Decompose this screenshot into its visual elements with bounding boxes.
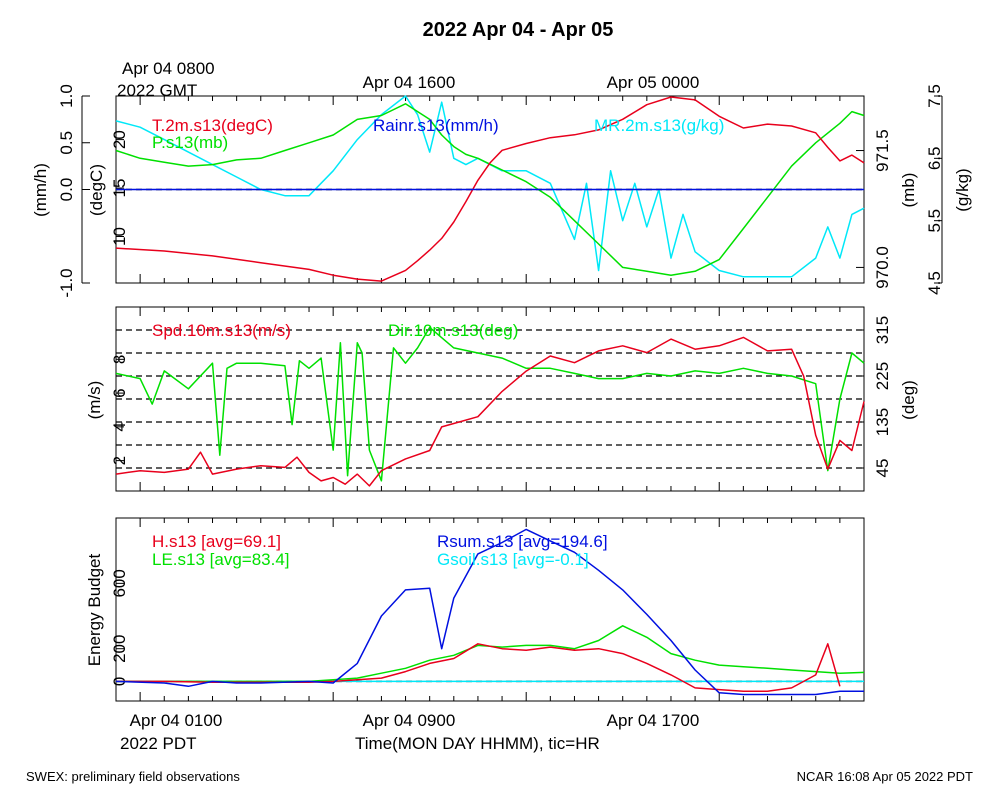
panel-2-left-tick-label: 2	[110, 456, 129, 465]
panel-1-legend-red: T.2m.s13(degC)	[152, 116, 273, 135]
panel-1-right-inner-label: (mb)	[899, 173, 918, 208]
panel-2-right-tick-label: 135	[873, 408, 892, 436]
panel-1-right-inner-tick-label: 970.0	[873, 246, 892, 289]
panel-2-left-tick-label: 8	[110, 355, 129, 364]
panel-1-left-outer-tick-label: -1.0	[57, 268, 76, 297]
top-left-zone-label: 2022 GMT	[117, 81, 197, 100]
panel-3-legend-red: H.s13 [avg=69.1]	[152, 532, 281, 551]
panel-3-series-green	[116, 625, 865, 683]
panel-1-right-outer-tick-label: 6.5	[925, 147, 944, 171]
panel-1: 1.0 0.5 0.0 -1.0 (mm/h) 20 15 10(degC) 971.5 970.…	[31, 84, 972, 297]
panel-1-right-outer-tick-label: 7.5	[925, 84, 944, 108]
panel-1-right-outer-tick-label: 4.5	[925, 271, 944, 295]
panel-3-frame	[115, 517, 865, 702]
panel-3-legend-cyan: Gsoil.s13 [avg=-0.1]	[437, 550, 589, 569]
panel-3-left-label: Energy Budget	[85, 553, 104, 666]
bottom-zone-label: 2022 PDT	[120, 734, 197, 753]
panel-2-legend-green: Dir.10m.s13(deg)	[388, 321, 518, 340]
panel-1-right-outer-label: (g/kg)	[953, 168, 972, 211]
panel-3-legend-green: LE.s13 [avg=83.4]	[152, 550, 290, 569]
top-tick-label-1: Apr 04 1600	[363, 73, 456, 92]
panel-2-series-green	[115, 326, 865, 482]
panel-1-legend-cyan: MR.2m.s13(g/kg)	[594, 116, 724, 135]
panel-2-series-red	[115, 336, 865, 487]
panel-1-legend-green: P.s13(mb)	[152, 133, 228, 152]
panel-1-left-outer-tick-label: 0.5	[57, 131, 76, 155]
panel-1-left-outer-tick-label: 1.0	[57, 84, 76, 108]
panel-2-legend-red: Spd.10m.s13(m/s)	[152, 321, 291, 340]
panel-2-left-label: (m/s)	[85, 381, 104, 420]
panel-2-left-tick-label: 4	[110, 422, 129, 431]
bottom-tick-label-3: Apr 04 1700	[607, 711, 700, 730]
panel-2-right-tick-label: 225	[873, 362, 892, 390]
panel-2-left-tick-label: 6	[110, 388, 129, 397]
panel-1-right-inner-tick-label: 971.5	[873, 129, 892, 172]
panel-1-series-green	[115, 103, 865, 276]
panel-1-left-inner-tick-label: 15	[110, 179, 129, 198]
panel-2-right-tick-label: 45	[873, 459, 892, 478]
panel-2-right-tick-label: 315	[873, 316, 892, 344]
footer-right: NCAR 16:08 Apr 05 2022 PDT	[797, 769, 973, 784]
x-axis-label: Time(MON DAY HHMM), tic=HR	[355, 734, 600, 753]
footer-left: SWEX: preliminary field observations	[26, 769, 240, 784]
panel-3-left-tick-label: 600	[110, 569, 129, 597]
top-tick-label-2: Apr 05 0000	[607, 73, 700, 92]
panel-3-legend-blue: Rsum.s13 [avg=194.6]	[437, 532, 608, 551]
panel-1-left-inner-label: (degC)	[87, 164, 106, 216]
panel-1-legend-blue: Rainr.s13(mm/h)	[373, 116, 499, 135]
bottom-tick-label-1: Apr 04 0100	[130, 711, 223, 730]
chart-title: 2022 Apr 04 - Apr 05	[423, 19, 614, 41]
panel-1-left-outer-tick-label: 0.0	[57, 178, 76, 202]
top-left-time-label: Apr 04 0800	[122, 59, 215, 78]
panel-2: 8 6 4 2 (m/s) 315 225 135 45 (deg) Spd.10m.s13(m/s…	[85, 306, 918, 492]
panel-2-right-label: (deg)	[899, 380, 918, 420]
bottom-tick-label-2: Apr 04 0900	[363, 711, 456, 730]
panel-1-left-outer-label: (mm/h)	[31, 163, 50, 217]
panel-1-left-inner-tick-label: 20	[110, 130, 129, 149]
panel-3-series-blue	[115, 528, 864, 696]
panel-1-left-inner-tick-label: 10	[110, 227, 129, 246]
panel-1-series-red	[115, 96, 865, 282]
panel-3-left-tick-label: 200	[110, 635, 129, 663]
panel-3-series-red	[116, 643, 841, 692]
panel-1-right-outer-tick-label: 5.5	[925, 209, 944, 233]
panel-1-series-cyan	[115, 95, 865, 278]
